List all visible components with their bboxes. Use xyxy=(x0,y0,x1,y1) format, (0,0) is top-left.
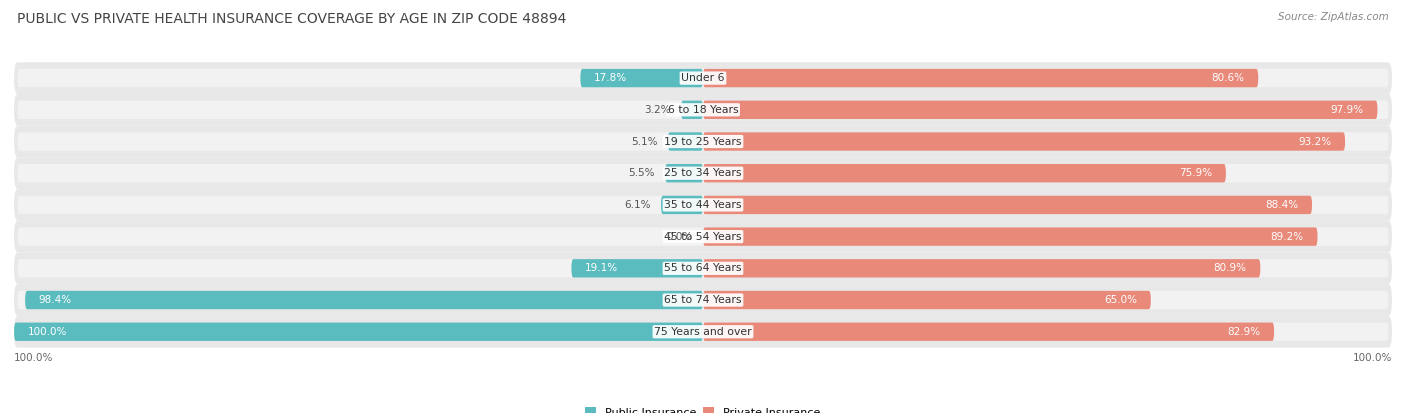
FancyBboxPatch shape xyxy=(17,196,1389,214)
Text: 89.2%: 89.2% xyxy=(1271,232,1303,242)
FancyBboxPatch shape xyxy=(25,291,703,309)
FancyBboxPatch shape xyxy=(668,132,703,151)
Text: 93.2%: 93.2% xyxy=(1298,137,1331,147)
Text: 65 to 74 Years: 65 to 74 Years xyxy=(664,295,742,305)
Text: 0.0%: 0.0% xyxy=(666,232,693,242)
FancyBboxPatch shape xyxy=(14,252,1392,284)
Text: 100.0%: 100.0% xyxy=(14,353,53,363)
FancyBboxPatch shape xyxy=(17,132,1389,151)
FancyBboxPatch shape xyxy=(703,323,1274,341)
Text: Under 6: Under 6 xyxy=(682,73,724,83)
FancyBboxPatch shape xyxy=(703,291,1152,309)
Text: 65.0%: 65.0% xyxy=(1104,295,1137,305)
FancyBboxPatch shape xyxy=(703,101,1378,119)
FancyBboxPatch shape xyxy=(681,101,703,119)
FancyBboxPatch shape xyxy=(17,69,1389,87)
FancyBboxPatch shape xyxy=(703,69,1258,87)
FancyBboxPatch shape xyxy=(17,259,1389,278)
FancyBboxPatch shape xyxy=(17,164,1389,183)
FancyBboxPatch shape xyxy=(665,164,703,183)
FancyBboxPatch shape xyxy=(703,164,1226,183)
Text: 80.6%: 80.6% xyxy=(1212,73,1244,83)
Text: 98.4%: 98.4% xyxy=(39,295,72,305)
FancyBboxPatch shape xyxy=(17,291,1389,309)
Text: 35 to 44 Years: 35 to 44 Years xyxy=(664,200,742,210)
Text: 80.9%: 80.9% xyxy=(1213,263,1247,273)
FancyBboxPatch shape xyxy=(703,196,1312,214)
Text: Source: ZipAtlas.com: Source: ZipAtlas.com xyxy=(1278,12,1389,22)
FancyBboxPatch shape xyxy=(14,323,703,341)
FancyBboxPatch shape xyxy=(14,221,1392,252)
Text: 97.9%: 97.9% xyxy=(1330,105,1364,115)
Text: 5.1%: 5.1% xyxy=(631,137,658,147)
FancyBboxPatch shape xyxy=(581,69,703,87)
FancyBboxPatch shape xyxy=(17,101,1389,119)
Text: PUBLIC VS PRIVATE HEALTH INSURANCE COVERAGE BY AGE IN ZIP CODE 48894: PUBLIC VS PRIVATE HEALTH INSURANCE COVER… xyxy=(17,12,567,26)
FancyBboxPatch shape xyxy=(703,259,1260,278)
FancyBboxPatch shape xyxy=(14,189,1392,221)
FancyBboxPatch shape xyxy=(703,228,1317,246)
Legend: Public Insurance, Private Insurance: Public Insurance, Private Insurance xyxy=(585,407,821,413)
Text: 100.0%: 100.0% xyxy=(28,327,67,337)
FancyBboxPatch shape xyxy=(14,94,1392,126)
Text: 75 Years and over: 75 Years and over xyxy=(654,327,752,337)
Text: 88.4%: 88.4% xyxy=(1265,200,1298,210)
Text: 6 to 18 Years: 6 to 18 Years xyxy=(668,105,738,115)
Text: 100.0%: 100.0% xyxy=(1353,353,1392,363)
FancyBboxPatch shape xyxy=(17,228,1389,246)
FancyBboxPatch shape xyxy=(571,259,703,278)
FancyBboxPatch shape xyxy=(661,196,703,214)
FancyBboxPatch shape xyxy=(14,157,1392,189)
Text: 19 to 25 Years: 19 to 25 Years xyxy=(664,137,742,147)
FancyBboxPatch shape xyxy=(14,126,1392,157)
Text: 19.1%: 19.1% xyxy=(585,263,619,273)
FancyBboxPatch shape xyxy=(703,132,1346,151)
Text: 55 to 64 Years: 55 to 64 Years xyxy=(664,263,742,273)
FancyBboxPatch shape xyxy=(17,323,1389,341)
Text: 3.2%: 3.2% xyxy=(644,105,671,115)
FancyBboxPatch shape xyxy=(14,62,1392,94)
Text: 6.1%: 6.1% xyxy=(624,200,651,210)
Text: 75.9%: 75.9% xyxy=(1180,168,1212,178)
Text: 17.8%: 17.8% xyxy=(595,73,627,83)
Text: 82.9%: 82.9% xyxy=(1227,327,1260,337)
FancyBboxPatch shape xyxy=(14,316,1392,348)
FancyBboxPatch shape xyxy=(14,284,1392,316)
Text: 45 to 54 Years: 45 to 54 Years xyxy=(664,232,742,242)
Text: 5.5%: 5.5% xyxy=(628,168,655,178)
Text: 25 to 34 Years: 25 to 34 Years xyxy=(664,168,742,178)
